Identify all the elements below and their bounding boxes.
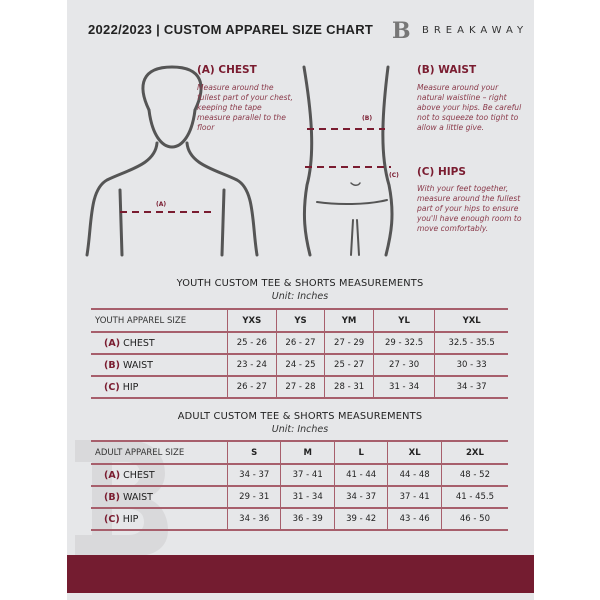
row-label: (C) HIP bbox=[91, 507, 228, 531]
size-header: M bbox=[280, 440, 335, 465]
table-cell: 27 - 30 bbox=[372, 353, 435, 377]
table-cell: 44 - 48 bbox=[387, 463, 442, 487]
head-outline bbox=[141, 65, 203, 112]
size-header: YXS bbox=[227, 308, 277, 333]
size-label-header: ADULT APPAREL SIZE bbox=[91, 440, 228, 465]
size-header: YM bbox=[324, 308, 374, 333]
row-measure: WAIST bbox=[122, 491, 153, 503]
table-cell: 27 - 29 bbox=[324, 331, 374, 355]
chest-marker: (A) bbox=[156, 201, 167, 208]
waist-description: Measure around your natural waistline – … bbox=[417, 83, 522, 132]
adult-size-table: ADULT APPAREL SIZE S M L XL 2XL (A) CHEST 34 - … bbox=[91, 440, 508, 531]
row-measure: WAIST bbox=[122, 359, 153, 371]
table-cell: 37 - 41 bbox=[280, 463, 335, 487]
footer-band bbox=[67, 555, 534, 593]
table-cell: 39 - 42 bbox=[333, 507, 388, 531]
size-header: S bbox=[226, 440, 281, 465]
size-header: YL bbox=[372, 308, 435, 333]
table-cell: 23 - 24 bbox=[227, 353, 277, 377]
table-cell: 30 - 33 bbox=[434, 353, 508, 377]
table-cell: 29 - 31 bbox=[226, 485, 281, 509]
table-header-row: ADULT APPAREL SIZE S M L XL 2XL bbox=[91, 440, 508, 465]
table-row: (C) HIP 34 - 36 36 - 39 39 - 42 43 - 46 46 - … bbox=[91, 507, 508, 531]
table-cell: 26 - 27 bbox=[227, 375, 277, 399]
adult-table-title: ADULT CUSTOM TEE & SHORTS MEASUREMENTS bbox=[177, 411, 423, 422]
row-label: (B) WAIST bbox=[91, 353, 228, 377]
table-cell: 31 - 34 bbox=[280, 485, 335, 509]
table-row: (B) WAIST 23 - 24 24 - 25 25 - 27 27 - 30 30 … bbox=[91, 353, 508, 377]
size-header: XL bbox=[387, 440, 442, 465]
row-label: (A) CHEST bbox=[91, 331, 228, 355]
table-cell: 37 - 41 bbox=[387, 485, 442, 509]
waist-marker: (B) bbox=[362, 115, 373, 122]
table-cell: 29 - 32.5 bbox=[372, 331, 435, 355]
table-cell: 28 - 31 bbox=[324, 375, 374, 399]
table-cell: 34 - 37 bbox=[333, 485, 388, 509]
table-row: (C) HIP 26 - 27 27 - 28 28 - 31 31 - 34 34 - … bbox=[91, 375, 508, 399]
hips-heading: (C) HIPS bbox=[417, 166, 466, 178]
table-row: (B) WAIST 29 - 31 31 - 34 34 - 37 37 - 41 41 … bbox=[91, 485, 508, 509]
table-row: (A) CHEST 25 - 26 26 - 27 27 - 29 29 - 32.5 3… bbox=[91, 331, 508, 355]
brand-name: BREAKAWAY bbox=[422, 25, 529, 36]
size-header: YXL bbox=[434, 308, 508, 333]
row-letter: (B) bbox=[104, 491, 120, 503]
table-row: (A) CHEST 34 - 37 37 - 41 41 - 44 44 - 48 48 … bbox=[91, 463, 508, 487]
size-header: 2XL bbox=[440, 440, 508, 465]
chest-description: Measure around the fullest part of your … bbox=[197, 83, 293, 132]
table-cell: 36 - 39 bbox=[280, 507, 335, 531]
page-title: 2022/2023 | CUSTOM APPAREL SIZE CHART bbox=[88, 22, 374, 37]
row-label: (B) WAIST bbox=[91, 485, 228, 509]
row-label: (A) CHEST bbox=[91, 463, 228, 487]
torso-outline bbox=[302, 65, 314, 257]
row-measure: HIP bbox=[122, 381, 139, 393]
row-measure: HIP bbox=[122, 513, 139, 525]
table-cell: 25 - 27 bbox=[324, 353, 374, 377]
table-cell: 27 - 28 bbox=[275, 375, 325, 399]
size-label-header: YOUTH APPAREL SIZE bbox=[91, 308, 228, 333]
table-cell: 46 - 50 bbox=[440, 507, 508, 531]
row-letter: (A) bbox=[104, 469, 121, 481]
table-cell: 24 - 25 bbox=[275, 353, 325, 377]
table-cell: 48 - 52 bbox=[440, 463, 508, 487]
table-cell: 41 - 45.5 bbox=[440, 485, 508, 509]
table-cell: 32.5 - 35.5 bbox=[434, 331, 508, 355]
table-cell: 41 - 44 bbox=[333, 463, 388, 487]
table-cell: 26 - 27 bbox=[275, 331, 325, 355]
adult-unit-label: Unit: Inches bbox=[271, 424, 329, 435]
row-label: (C) HIP bbox=[91, 375, 228, 399]
youth-table-title: YOUTH CUSTOM TEE & SHORTS MEASUREMENTS bbox=[176, 278, 424, 289]
youth-size-table: YOUTH APPAREL SIZE YXS YS YM YL YXL (A) CHEST 2… bbox=[91, 308, 508, 399]
brand-logo-icon: B bbox=[392, 18, 411, 44]
size-header: YS bbox=[275, 308, 325, 333]
table-cell: 25 - 26 bbox=[227, 331, 277, 355]
table-header-row: YOUTH APPAREL SIZE YXS YS YM YL YXL bbox=[91, 308, 508, 333]
chest-heading: (A) CHEST bbox=[197, 64, 257, 76]
body-figures-illustration bbox=[85, 65, 394, 257]
table-cell: 31 - 34 bbox=[372, 375, 435, 399]
row-letter: (C) bbox=[104, 381, 120, 393]
size-header: L bbox=[333, 440, 388, 465]
youth-unit-label: Unit: Inches bbox=[271, 291, 329, 302]
hips-marker: (C) bbox=[389, 172, 399, 179]
row-letter: (B) bbox=[104, 359, 120, 371]
table-cell: 34 - 37 bbox=[434, 375, 508, 399]
table-cell: 43 - 46 bbox=[387, 507, 442, 531]
table-cell: 34 - 36 bbox=[226, 507, 281, 531]
row-measure: CHEST bbox=[123, 337, 155, 349]
row-measure: CHEST bbox=[123, 469, 155, 481]
table-cell: 34 - 37 bbox=[226, 463, 281, 487]
hips-description: With your feet together, measure around … bbox=[417, 184, 522, 233]
waist-heading: (B) WAIST bbox=[417, 64, 477, 76]
row-letter: (C) bbox=[104, 513, 120, 525]
row-letter: (A) bbox=[104, 337, 121, 349]
